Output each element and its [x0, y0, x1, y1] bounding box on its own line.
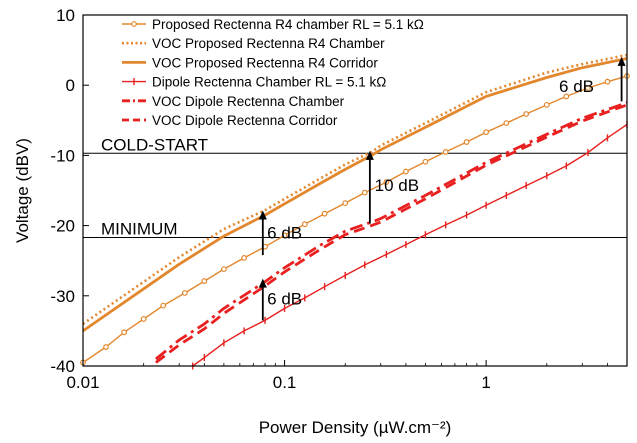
- series-line: [82, 75, 628, 364]
- legend-label: Dipole Rectenna Chamber RL = 5.1 kΩ: [152, 75, 386, 90]
- annotations-layer: 6 dB 10 dB 6 dB 6 dB: [258, 56, 626, 321]
- reference-lines: COLD-START MINIMUM: [83, 135, 627, 239]
- series-layer: [80, 53, 630, 370]
- x-axis-label: Power Density (µW.cm⁻²): [259, 418, 452, 437]
- annotation-label: 6 dB: [559, 77, 594, 96]
- annotation-label: 6 dB: [267, 290, 302, 309]
- series-5: [155, 101, 628, 361]
- series-4: [191, 121, 628, 370]
- data-point: [483, 129, 490, 136]
- data-point: [503, 120, 510, 127]
- annotation-label: 10 dB: [375, 176, 419, 195]
- data-point: [383, 179, 390, 185]
- legend-entry-1: Proposed Rectenna R4 chamber RL = 5.1 kΩ: [122, 17, 424, 32]
- series-6: [155, 103, 628, 364]
- data-point: [160, 302, 167, 309]
- annotation-arrowhead: [365, 150, 374, 160]
- legend-entry-3: VOC Proposed Rectenna R4 Corridor: [122, 55, 378, 70]
- y-tick-label: 10: [56, 6, 75, 25]
- data-point: [342, 200, 349, 207]
- annotation-arrowhead: [258, 210, 267, 220]
- annotation-arrowhead: [258, 278, 267, 288]
- data-point: [201, 278, 208, 284]
- y-tick-label: -10: [50, 146, 75, 165]
- data-point: [563, 93, 570, 100]
- y-tick-label: -20: [50, 217, 75, 236]
- series-line: [82, 57, 628, 333]
- legend: Proposed Rectenna R4 chamber RL = 5.1 kΩ…: [122, 17, 424, 128]
- series-line: [155, 101, 628, 361]
- data-point: [103, 344, 109, 350]
- data-point: [403, 168, 409, 175]
- data-point: [361, 189, 368, 196]
- data-point: [181, 290, 188, 296]
- series-1: [80, 73, 630, 366]
- y-tick-label: 0: [66, 76, 75, 95]
- y-tick-label: -30: [50, 287, 75, 306]
- tick-labels: 10 0 -10 -20 -30 -400.01 0.1 1: [50, 6, 490, 392]
- legend-entry-2: VOC Proposed Rectenna R4 Chamber: [122, 36, 385, 51]
- data-point: [321, 210, 328, 217]
- y-axis-label: Voltage (dBV): [13, 138, 32, 243]
- legend-label: VOC Proposed Rectenna R4 Chamber: [152, 36, 385, 51]
- data-point: [241, 254, 248, 261]
- x-tick-label: 1: [481, 373, 490, 392]
- data-point: [604, 78, 611, 85]
- reference-line-label: COLD-START: [101, 135, 208, 154]
- annotation-arrowhead: [617, 56, 626, 66]
- data-point: [121, 329, 128, 336]
- legend-label: VOC Dipole Rectenna Chamber: [152, 94, 345, 109]
- data-point: [523, 111, 530, 117]
- legend-entry-5: VOC Dipole Rectenna Chamber: [122, 94, 345, 109]
- data-point: [442, 148, 449, 155]
- legend-entry-4: Dipole Rectenna Chamber RL = 5.1 kΩ: [122, 75, 386, 90]
- plot-frame: [82, 14, 628, 367]
- data-point: [463, 139, 470, 145]
- legend-entry-6: VOC Dipole Rectenna Corridor: [122, 113, 338, 128]
- x-tick-label: 0.1: [273, 373, 297, 392]
- series-line: [155, 103, 628, 364]
- data-point: [220, 266, 227, 273]
- series-line: [192, 123, 628, 367]
- data-point: [543, 101, 550, 108]
- legend-marker: [131, 21, 137, 27]
- data-point: [140, 316, 147, 322]
- annotation-label: 6 dB: [267, 224, 302, 243]
- legend-label: VOC Dipole Rectenna Corridor: [152, 113, 338, 128]
- data-point: [301, 221, 308, 228]
- y-tick-label: -40: [50, 357, 75, 376]
- series-3: [82, 57, 628, 333]
- reference-line-label: MINIMUM: [101, 220, 177, 239]
- data-point: [422, 158, 429, 165]
- data-point: [585, 85, 591, 91]
- x-tick-label: 0.01: [66, 373, 99, 392]
- legend-label: VOC Proposed Rectenna R4 Corridor: [152, 55, 378, 70]
- legend-label: Proposed Rectenna R4 chamber RL = 5.1 kΩ: [152, 17, 424, 32]
- data-point: [281, 232, 288, 239]
